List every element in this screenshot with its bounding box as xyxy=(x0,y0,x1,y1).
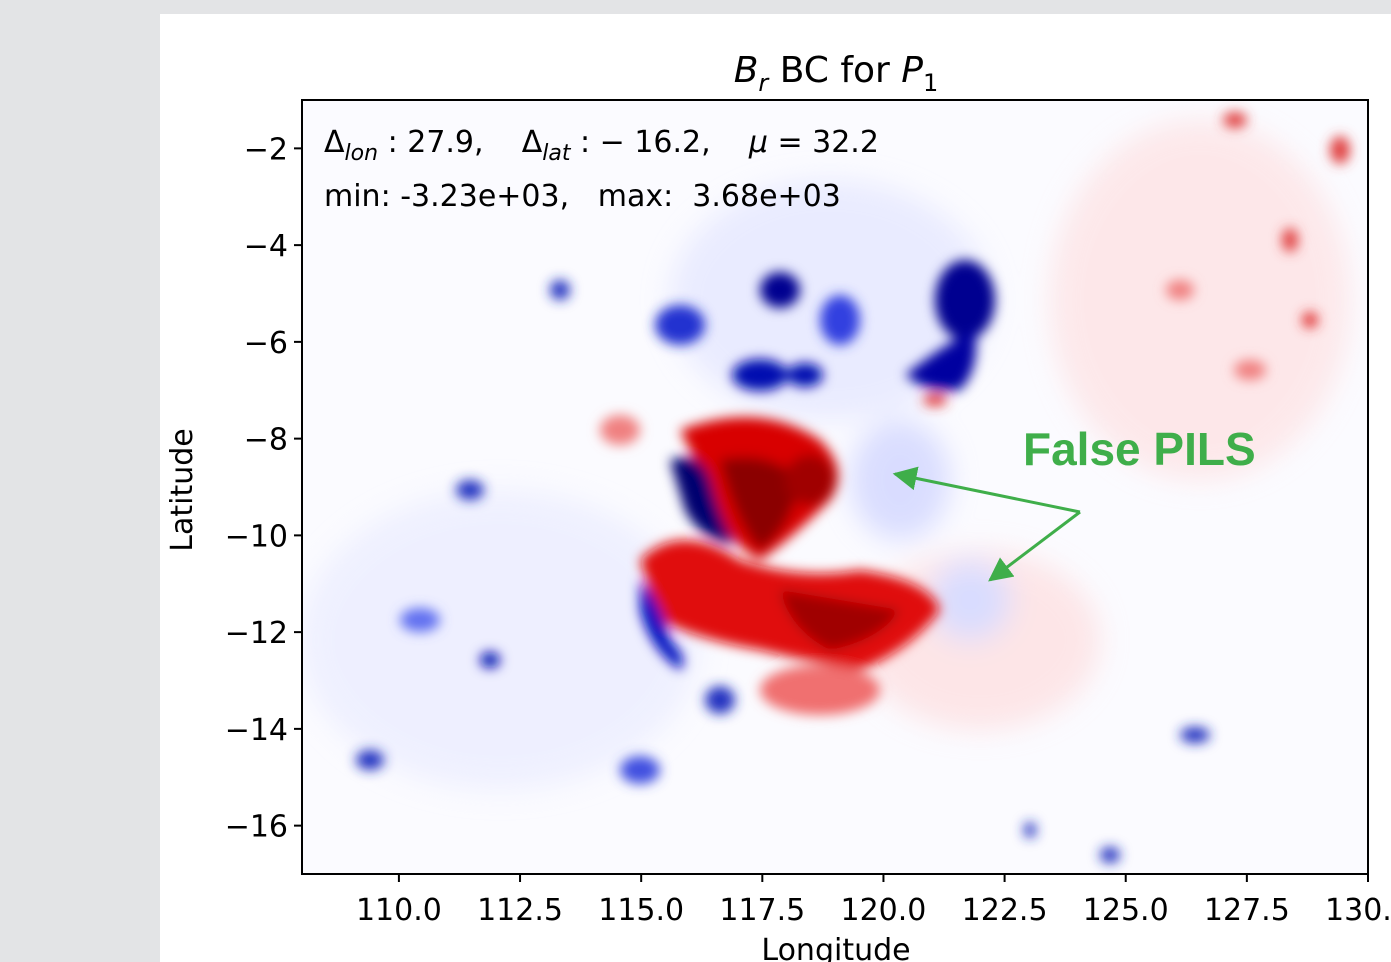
y-tick-label: −4 xyxy=(244,229,288,264)
x-tick-label: 120.0 xyxy=(841,893,927,928)
range-annotation: min: -3.23e+03, max: 3.68e+03 xyxy=(324,179,841,214)
y-tick-label: −12 xyxy=(225,616,288,651)
x-tick-label: 125.0 xyxy=(1083,893,1169,928)
y-axis-label: Latitude xyxy=(165,428,200,551)
x-tick-label: 122.5 xyxy=(962,893,1048,928)
x-tick-label: 127.5 xyxy=(1204,893,1290,928)
y-tick-label: −8 xyxy=(244,423,288,458)
x-tick-label: 130.0 xyxy=(1325,893,1391,928)
y-tick-label: −6 xyxy=(244,326,288,361)
x-tick-label: 110.0 xyxy=(356,893,442,928)
magnetogram xyxy=(302,112,1350,863)
stats-annotation: Δlon : 27.9, Δlat : − 16.2, μ = 32.2 xyxy=(324,125,879,166)
callout-arrow xyxy=(892,466,1081,514)
callout-label: False PILS xyxy=(1023,423,1256,475)
chart-title: Br BC for P1 xyxy=(734,50,939,97)
x-tick-label: 112.5 xyxy=(477,893,563,928)
y-tick-label: −16 xyxy=(225,810,288,845)
y-tick-label: −10 xyxy=(225,519,288,554)
y-tick-label: −14 xyxy=(225,713,288,748)
y-tick-label: −2 xyxy=(244,132,288,167)
x-axis-label: Longitude xyxy=(761,933,910,962)
x-tick-label: 117.5 xyxy=(719,893,805,928)
callout-arrow xyxy=(988,510,1081,582)
axes: 110.0 112.5 115.0 117.5 120.0 122.5 125.0 127.5… xyxy=(225,132,1391,928)
plot-frame xyxy=(301,99,1369,875)
x-tick-label: 115.0 xyxy=(598,893,684,928)
